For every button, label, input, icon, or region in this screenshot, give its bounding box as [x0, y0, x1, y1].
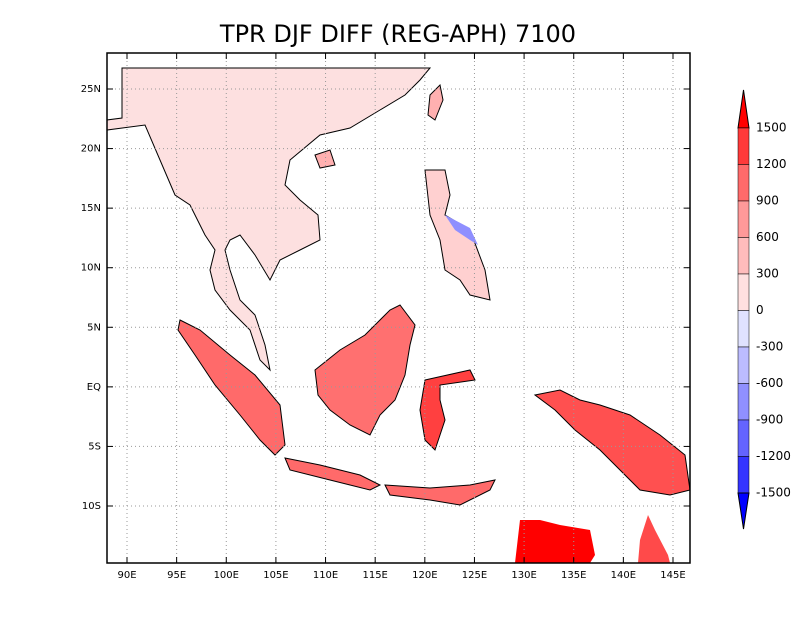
colorbar-band	[737, 164, 750, 202]
map-title: TPR DJF DIFF (REG-APH) 7100	[219, 20, 576, 48]
philippines	[424, 169, 491, 301]
colorbar-label: 600	[756, 230, 779, 244]
lon-tick-label: 110E	[313, 570, 338, 581]
colorbar-band	[737, 419, 750, 457]
lon-tick-label: 90E	[117, 570, 136, 581]
colorbar-arrow	[737, 492, 750, 530]
lon-tick-label: 100E	[214, 570, 239, 581]
colorbar-label: 1500	[756, 121, 787, 135]
lat-tick-label: 15N	[81, 203, 101, 214]
lon-tick-label: 140E	[611, 570, 636, 581]
colorbar-band	[737, 310, 750, 348]
colorbar-label: 300	[756, 267, 779, 281]
colorbar-band	[737, 127, 750, 165]
land	[106, 67, 691, 563]
colorbar: 1500 1200 900 600 300 0 -300 -600 -900 -1200 -1500	[737, 89, 791, 530]
colorbar-label: 900	[756, 194, 779, 208]
colorbar-label: 0	[756, 303, 764, 317]
colorbar-band	[737, 273, 750, 311]
sumatra	[177, 319, 286, 456]
lat-tick-label: 10N	[81, 263, 101, 274]
lat-tick-label: 10S	[82, 501, 101, 512]
lon-tick-label: 105E	[263, 570, 288, 581]
colorbar-label: -600	[756, 376, 783, 390]
lat-tick-label: 5N	[87, 322, 101, 333]
colorbar-label: -900	[756, 413, 783, 427]
cape-york	[638, 515, 670, 563]
colorbar-band	[737, 383, 750, 421]
lon-tick-label: 130E	[511, 570, 536, 581]
plot-frame	[106, 52, 691, 564]
colorbar-label: -1200	[756, 449, 791, 463]
lon-tick-label: 135E	[561, 570, 586, 581]
lon-tick-label: 145E	[660, 570, 685, 581]
java	[284, 457, 382, 491]
taiwan	[427, 83, 444, 121]
grid	[107, 53, 690, 563]
lat-tick-label: 5S	[88, 441, 101, 452]
lat-tick-label: 20N	[81, 144, 101, 155]
colorbar-label: 1200	[756, 157, 787, 171]
colorbar-band	[737, 346, 750, 384]
australia	[515, 520, 595, 563]
colorbar-label: -300	[756, 340, 783, 354]
colorbar-arrow	[737, 89, 750, 129]
colorbar-label: -1500	[756, 486, 791, 500]
colorbar-band	[737, 200, 750, 238]
lat-tick-label: EQ	[87, 382, 101, 393]
lon-tick-label: 120E	[412, 570, 437, 581]
lat-tick-label: 25N	[81, 84, 101, 95]
lon-tick-label: 115E	[362, 570, 387, 581]
lesser-sunda	[384, 479, 496, 506]
lon-tick-label: 95E	[167, 570, 186, 581]
colorbar-band	[737, 456, 750, 494]
new-guinea	[533, 389, 691, 496]
hainan	[314, 149, 336, 169]
philippines-negative	[445, 215, 478, 245]
mainland	[106, 67, 432, 372]
lon-tick-label: 125E	[462, 570, 487, 581]
colorbar-band	[737, 237, 750, 275]
borneo	[314, 304, 416, 436]
sulawesi	[419, 369, 476, 451]
